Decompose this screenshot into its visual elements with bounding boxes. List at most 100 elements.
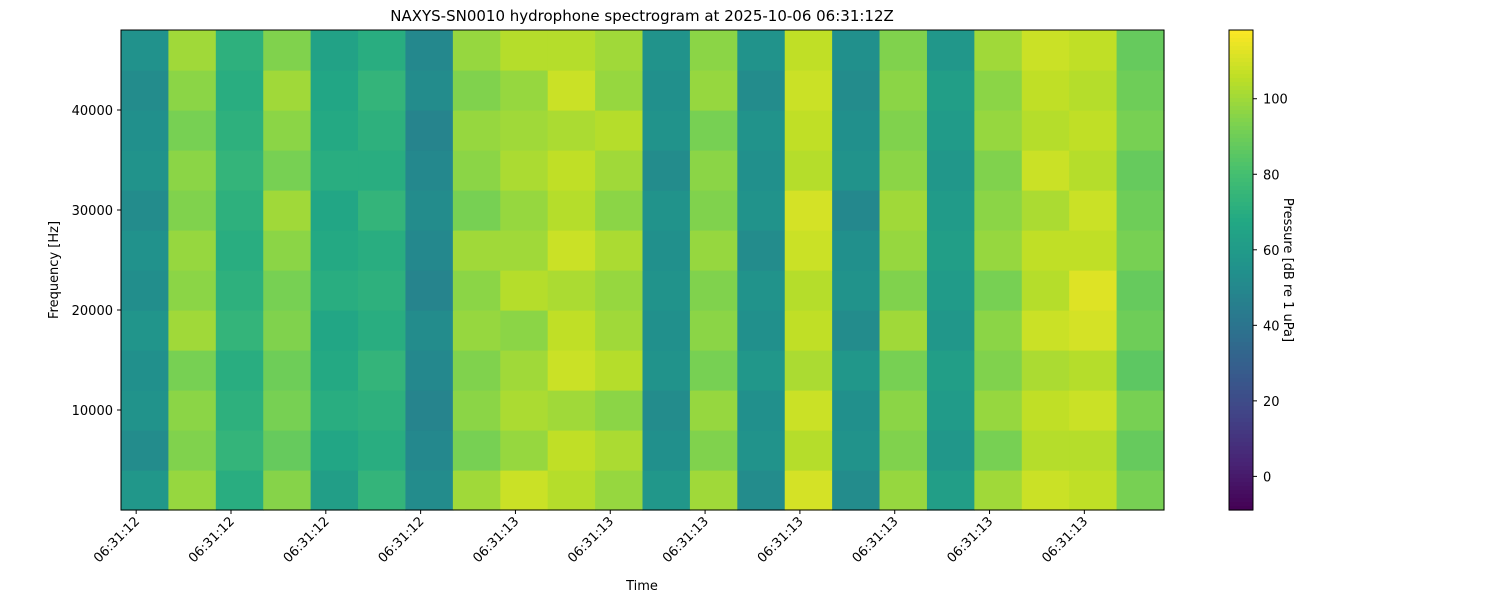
colorbar-segment xyxy=(1229,106,1253,111)
heatmap-cell xyxy=(974,150,1023,191)
colorbar: 0 20 40 60 80 100 xyxy=(1228,29,1288,511)
heatmap-cell xyxy=(452,470,501,511)
colorbar-segment xyxy=(1229,502,1253,507)
colorbar-segment xyxy=(1229,258,1253,263)
heatmap-cell xyxy=(121,310,170,351)
heatmap-cell xyxy=(263,70,312,111)
heatmap-cell xyxy=(595,470,644,511)
heatmap-cell xyxy=(263,430,312,471)
heatmap-cell xyxy=(595,310,644,351)
heatmap-cell xyxy=(452,70,501,111)
heatmap-cell xyxy=(1021,70,1070,111)
heatmap-cell xyxy=(832,470,881,511)
heatmap-cell xyxy=(452,430,501,471)
colorbar-segment xyxy=(1229,130,1253,135)
heatmap-cell xyxy=(215,390,264,431)
x-tick-label: 06:31:12 xyxy=(186,514,238,566)
colorbar-segment xyxy=(1229,318,1253,323)
colorbar-segment xyxy=(1229,314,1253,319)
heatmap-cell xyxy=(500,30,549,71)
colorbar-segment xyxy=(1229,446,1253,451)
colorbar-segment xyxy=(1229,186,1253,191)
colorbar-segment xyxy=(1229,170,1253,175)
heatmap-cell xyxy=(1069,270,1118,311)
colorbar-segment xyxy=(1229,238,1253,243)
colorbar-tick-label: 0 xyxy=(1263,470,1271,485)
y-tick-label: 30000 xyxy=(72,204,113,219)
heatmap-cell xyxy=(595,150,644,191)
heatmap-cell xyxy=(1069,390,1118,431)
heatmap-cell xyxy=(168,70,217,111)
x-tick-label: 06:31:12 xyxy=(91,514,143,566)
heatmap-cell xyxy=(595,30,644,71)
heatmap-cell xyxy=(784,430,833,471)
heatmap-cell xyxy=(926,350,975,391)
x-tick-label: 06:31:12 xyxy=(376,514,428,566)
heatmap-cell xyxy=(595,190,644,231)
heatmap-cell xyxy=(168,230,217,271)
heatmap-cell xyxy=(358,230,407,271)
heatmap-cell xyxy=(642,390,691,431)
heatmap-cell xyxy=(595,230,644,271)
colorbar-tick-label: 80 xyxy=(1263,168,1280,183)
colorbar-segment xyxy=(1229,62,1253,67)
heatmap-cell xyxy=(737,470,786,511)
colorbar-segment xyxy=(1229,230,1253,235)
heatmap-cell xyxy=(1116,470,1165,511)
heatmap-cell xyxy=(974,230,1023,271)
heatmap-cell xyxy=(784,150,833,191)
colorbar-segment xyxy=(1229,82,1253,87)
heatmap-cell xyxy=(405,350,454,391)
colorbar-segment xyxy=(1229,418,1253,423)
colorbar-segment xyxy=(1229,486,1253,491)
heatmap-cell xyxy=(926,30,975,71)
colorbar-segment xyxy=(1229,274,1253,279)
heatmap-cell xyxy=(974,310,1023,351)
heatmap-cell xyxy=(689,390,738,431)
colorbar-segment xyxy=(1229,394,1253,399)
colorbar-segment xyxy=(1229,262,1253,267)
colorbar-segment xyxy=(1229,90,1253,95)
heatmap-cell xyxy=(926,310,975,351)
colorbar-segment xyxy=(1229,310,1253,315)
heatmap-cell xyxy=(832,230,881,271)
heatmap-cell xyxy=(1069,350,1118,391)
heatmap-cell xyxy=(689,310,738,351)
x-tick-label: 06:31:13 xyxy=(1039,514,1091,566)
heatmap-cell xyxy=(452,350,501,391)
heatmap-cell xyxy=(879,150,928,191)
colorbar-segment xyxy=(1229,166,1253,171)
heatmap-cell xyxy=(832,390,881,431)
heatmap-cell xyxy=(784,390,833,431)
heatmap-cell xyxy=(405,110,454,151)
heatmap-cell xyxy=(737,190,786,231)
y-axis-label: Frequency [Hz] xyxy=(47,221,62,319)
heatmap-cell xyxy=(642,270,691,311)
heatmap-cell xyxy=(689,270,738,311)
colorbar-segment xyxy=(1229,50,1253,55)
colorbar-segment xyxy=(1229,358,1253,363)
colorbar-segment xyxy=(1229,154,1253,159)
colorbar-segment xyxy=(1229,350,1253,355)
colorbar-segment xyxy=(1229,234,1253,239)
colorbar-segment xyxy=(1229,422,1253,427)
heatmap-cell xyxy=(879,30,928,71)
heatmap-cell xyxy=(879,470,928,511)
heatmap-cell xyxy=(642,110,691,151)
heatmap-cell xyxy=(1069,70,1118,111)
colorbar-segment xyxy=(1229,334,1253,339)
heatmap-cell xyxy=(452,150,501,191)
heatmap-cell xyxy=(500,230,549,271)
colorbar-segment xyxy=(1229,506,1253,511)
heatmap-cell xyxy=(452,390,501,431)
heatmap-cell xyxy=(1069,30,1118,71)
heatmap-cell xyxy=(737,30,786,71)
heatmap-cell xyxy=(1069,190,1118,231)
heatmap-cell xyxy=(926,390,975,431)
x-tick-label: 06:31:13 xyxy=(660,514,712,566)
heatmap-cell xyxy=(310,430,359,471)
heatmap-cell xyxy=(263,190,312,231)
heatmap-cell xyxy=(310,350,359,391)
colorbar-segment xyxy=(1229,454,1253,459)
heatmap-cell xyxy=(1116,270,1165,311)
